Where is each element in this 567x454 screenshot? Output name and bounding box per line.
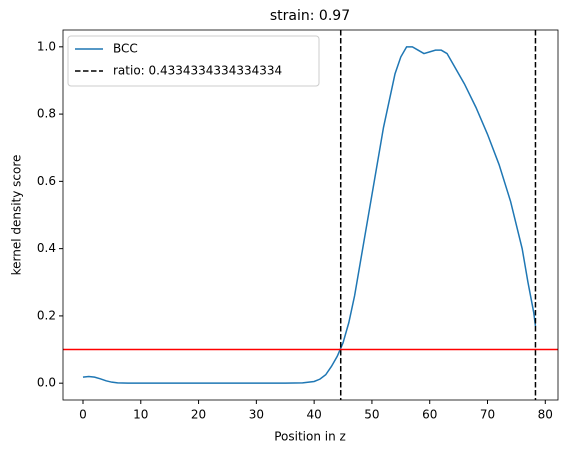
- x-axis-label: Position in z: [274, 430, 346, 444]
- x-tick-label: 50: [364, 408, 379, 422]
- x-tick-label: 70: [480, 408, 495, 422]
- x-tick-label: 80: [538, 408, 553, 422]
- y-tick-label: 0.4: [37, 241, 56, 255]
- x-tick-label: 10: [133, 408, 148, 422]
- y-tick-label: 0.8: [37, 107, 56, 121]
- chart-title: strain: 0.97: [270, 8, 350, 24]
- legend-label: ratio: 0.4334334334334334: [113, 64, 282, 78]
- x-tick-label: 20: [191, 408, 206, 422]
- x-tick-label: 0: [79, 408, 87, 422]
- y-tick-label: 1.0: [37, 39, 56, 53]
- y-tick-label: 0.0: [37, 376, 56, 390]
- x-tick-label: 40: [306, 408, 321, 422]
- legend-label: BCC: [113, 42, 138, 56]
- y-tick-label: 0.6: [37, 174, 56, 188]
- x-tick-label: 30: [249, 408, 264, 422]
- data-line: [82, 46, 537, 384]
- y-tick-label: 0.2: [37, 308, 56, 322]
- legend-box: [67, 35, 320, 87]
- x-tick-label: 60: [422, 408, 437, 422]
- axes-frame: [62, 29, 559, 401]
- y-axis-label: kernel density score: [10, 155, 24, 276]
